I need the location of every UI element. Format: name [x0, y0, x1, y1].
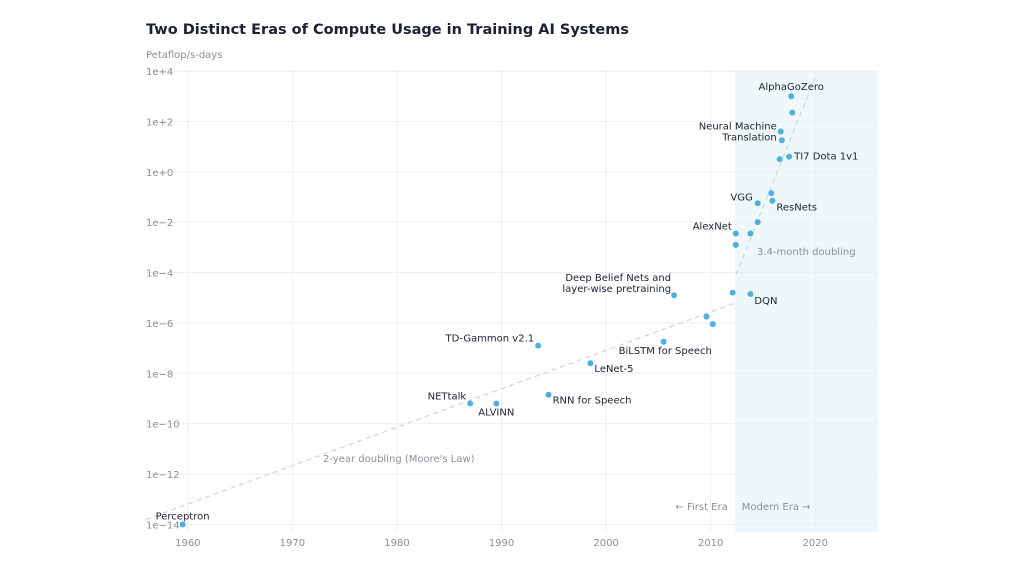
x-tick-label: 2000 — [593, 538, 618, 549]
data-point — [587, 360, 594, 367]
point-label: VGG — [730, 192, 752, 203]
point-label: AlphaGoZero — [759, 82, 824, 93]
point-label: NETtalk — [428, 392, 467, 403]
point-label: DQN — [754, 296, 777, 307]
modern-era-band — [734, 71, 878, 532]
x-tick-label: 2010 — [698, 538, 723, 549]
chart-title: Two Distinct Eras of Compute Usage in Tr… — [146, 22, 629, 38]
moores-law-label: 2-year doubling (Moore's Law) — [323, 454, 475, 465]
modern-era-label: Modern Era → — [742, 502, 811, 513]
point-labels: Perceptron NETtalk ALVINN TD-Gammon v2.1 RNN… — [156, 82, 859, 522]
data-point — [671, 292, 678, 299]
data-point — [778, 137, 785, 144]
data-point — [545, 391, 552, 398]
data-point — [754, 219, 761, 226]
data-point — [768, 190, 775, 197]
y-tick-label: 1e−8 — [146, 369, 173, 380]
y-tick-label: 1e+4 — [146, 67, 173, 78]
moores-law-trend-line — [145, 302, 736, 520]
data-point — [493, 400, 500, 407]
point-label: ResNets — [776, 203, 817, 214]
data-point — [789, 109, 796, 116]
data-point — [747, 290, 754, 297]
x-tick-label: 1980 — [384, 538, 409, 549]
x-tick-label: 1970 — [280, 538, 305, 549]
y-tick-label: 1e−10 — [146, 420, 180, 431]
x-tick-label: 1990 — [489, 538, 514, 549]
point-label: Neural Machine Translation — [699, 121, 777, 143]
y-axis-label: Petaflop/s-days — [146, 50, 223, 61]
data-point — [732, 230, 739, 237]
point-label: ALVINN — [478, 408, 514, 419]
point-label: Perceptron — [156, 511, 210, 522]
data-point — [660, 338, 667, 345]
data-point — [776, 156, 783, 163]
data-point — [786, 153, 793, 160]
era-annotations: 2-year doubling (Moore's Law) 3.4-month d… — [323, 247, 856, 513]
x-tick-label: 1960 — [175, 538, 200, 549]
x-tick-label: 2020 — [803, 538, 828, 549]
data-point — [703, 313, 710, 320]
axis-ticks: 1e+4 1e+2 1e+0 1e−2 1e−4 1e−6 1e−8 1e−10 1e−12 1e… — [146, 67, 828, 549]
trend-lines — [145, 77, 816, 520]
data-point — [732, 241, 739, 248]
point-label: TD-Gammon v2.1 — [445, 334, 535, 345]
first-era-label: ← First Era — [675, 502, 727, 513]
data-point — [467, 400, 474, 407]
data-point — [788, 93, 795, 100]
point-label: Deep Belief Nets and layer-wise pretraini… — [562, 273, 671, 295]
data-point — [754, 200, 761, 207]
y-tick-label: 1e−12 — [146, 470, 180, 481]
data-point — [535, 342, 542, 349]
y-tick-label: 1e+2 — [146, 117, 173, 128]
y-tick-label: 1e−4 — [146, 269, 173, 280]
data-point — [709, 321, 716, 328]
data-point — [747, 230, 754, 237]
point-label: AlexNet — [693, 221, 732, 232]
y-tick-label: 1e+0 — [146, 168, 173, 179]
y-tick-label: 1e−2 — [146, 218, 173, 229]
point-label: TI7 Dota 1v1 — [793, 152, 858, 163]
data-point — [769, 197, 776, 204]
point-label: BiLSTM for Speech — [619, 346, 712, 357]
data-point — [179, 521, 186, 528]
data-points — [179, 93, 796, 528]
y-tick-label: 1e−14 — [146, 520, 180, 531]
point-label: LeNet-5 — [594, 364, 633, 375]
point-label: RNN for Speech — [553, 396, 632, 407]
y-tick-label: 1e−6 — [146, 319, 173, 330]
data-point — [777, 128, 784, 135]
data-point — [729, 289, 736, 296]
grid — [146, 70, 878, 532]
modern-doubling-label: 3.4-month doubling — [757, 247, 856, 258]
